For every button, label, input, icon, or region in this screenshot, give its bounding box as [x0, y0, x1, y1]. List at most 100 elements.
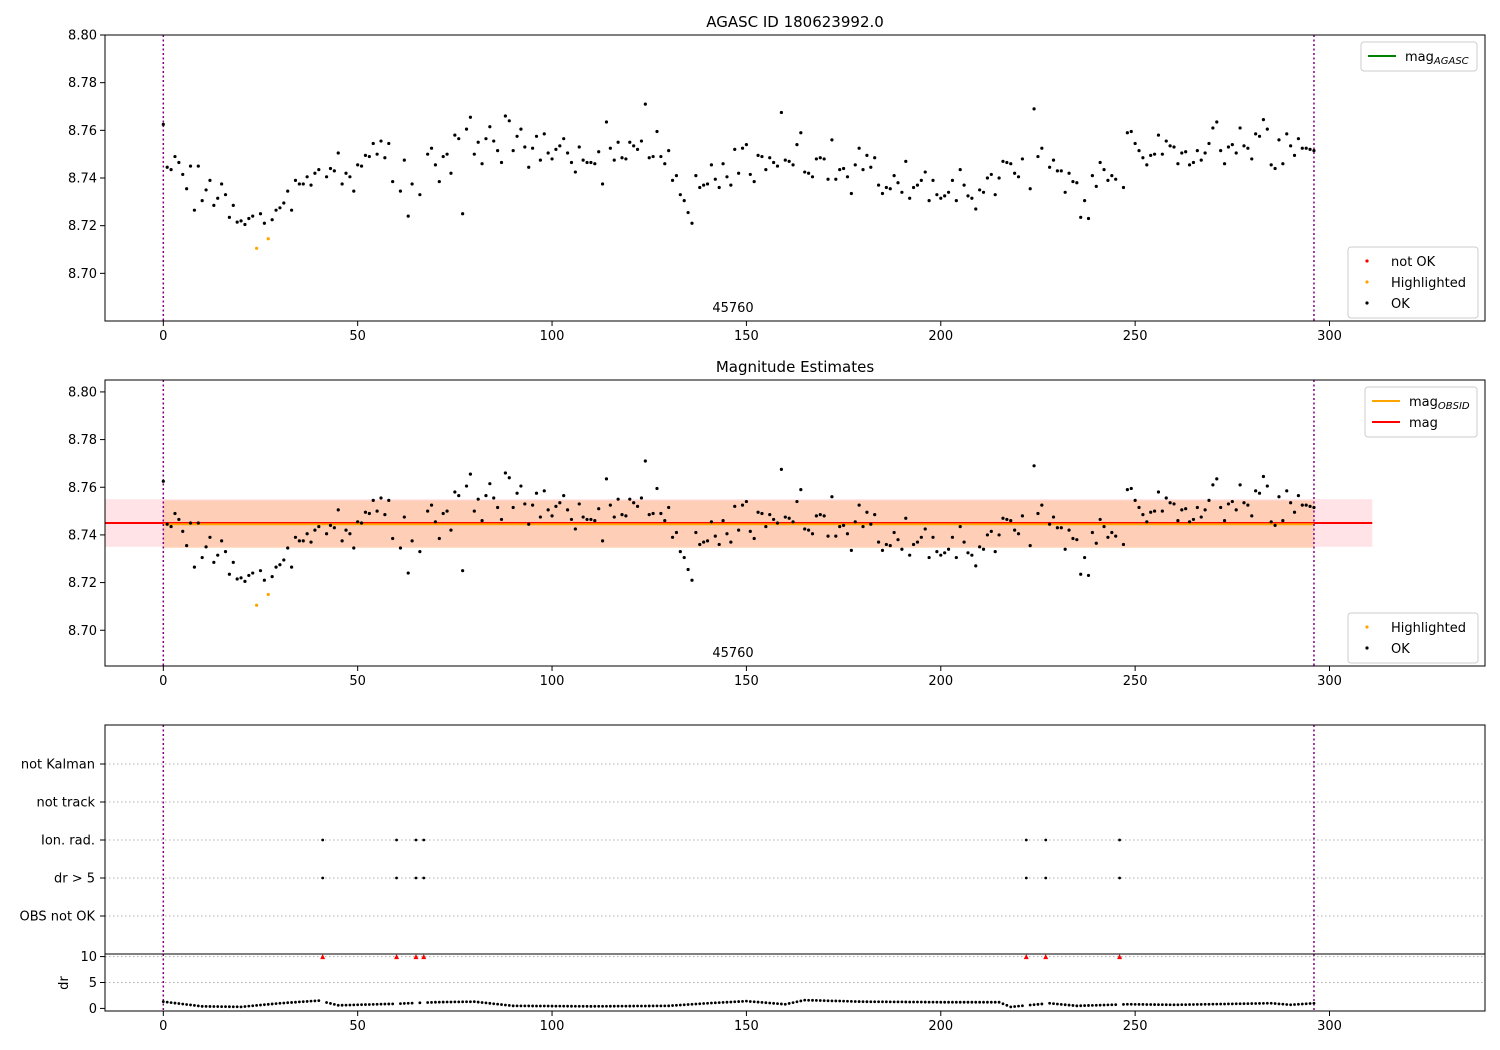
- panel-4-dr-point: [601, 1004, 604, 1008]
- panel-2-ok-point: [519, 484, 523, 488]
- panel-2-xtick-label: 150: [734, 674, 759, 689]
- panel-2-ok-point: [406, 571, 410, 575]
- panel-4-dr-point: [690, 1002, 694, 1006]
- panel-2-ok-point: [1009, 519, 1013, 523]
- panel-2-ok-point: [262, 578, 266, 582]
- panel-4-dr-point: [193, 1004, 196, 1007]
- panel-3-category-label: OBS not OK: [20, 910, 96, 925]
- panel-2-ok-point: [799, 488, 803, 492]
- panel-2-ok-point: [258, 569, 263, 573]
- panel-2-ok-point: [787, 516, 791, 520]
- panel-2-ok-point: [915, 540, 920, 544]
- panel-1-ok-point: [1036, 154, 1040, 159]
- panel-1-ok-point: [1020, 157, 1025, 161]
- panel-1-ok-point: [1254, 132, 1258, 136]
- panel-4-dr-point: [344, 1003, 348, 1007]
- panel-1-ok-point: [702, 183, 706, 187]
- panel-2-obsid-label: 45760: [712, 646, 753, 661]
- panel-1-ok-point: [1199, 158, 1203, 162]
- panel-1-ok-point: [305, 175, 309, 179]
- panel-4-dr-point: [986, 1000, 989, 1004]
- panel-2-ok-point: [604, 477, 609, 481]
- panel-4-dr-point: [212, 1005, 216, 1008]
- panel-1-ok-point: [1141, 156, 1145, 160]
- panel-4-dr-point: [546, 1004, 550, 1008]
- panel-4-dr-point: [1230, 1002, 1234, 1006]
- panel-4-dr-point: [340, 1003, 344, 1007]
- panel-4-dr-point: [958, 1000, 962, 1004]
- panel-1-ok-point: [511, 148, 515, 153]
- panel-3-flag-point: [414, 838, 418, 842]
- panel-1-ok-point: [803, 170, 807, 174]
- panel-2-ok-point: [600, 539, 605, 543]
- panel-4-dr-point: [360, 1003, 363, 1007]
- panel-1-ok-point: [562, 137, 566, 141]
- panel-4-dr-point: [352, 1003, 356, 1007]
- panel-4-dr-point: [717, 1001, 721, 1005]
- panel-2-ok-point: [305, 532, 309, 536]
- panel-2-ok-point: [1121, 542, 1126, 547]
- panel-4-dr-point: [923, 1000, 927, 1004]
- panel-4-dr-point: [570, 1004, 573, 1008]
- panel-2-ok-point: [212, 560, 216, 564]
- panel-1-ok-point: [935, 193, 939, 197]
- panel-2-ok-point: [1304, 503, 1308, 507]
- panel-1-ok-point: [1172, 145, 1176, 149]
- panel-2-ok-point: [702, 540, 706, 544]
- panel-4-dr-point: [317, 999, 321, 1003]
- panel-1-ok-point: [783, 158, 787, 162]
- panel-2-ok-point: [869, 522, 873, 526]
- panel-2-ok-point: [177, 517, 181, 522]
- panel-1-ytick-label: 8.74: [68, 172, 97, 187]
- panel-1-ok-point: [1160, 152, 1164, 156]
- panel-1-ok-point: [1195, 148, 1199, 153]
- panel-3-category-label: dr > 5: [54, 872, 95, 887]
- panel-2-ok-point: [231, 560, 235, 564]
- panel-4-dr-point: [1063, 1003, 1067, 1007]
- panel-2-ok-point: [896, 538, 900, 542]
- panel-4-dr-point: [1297, 1002, 1300, 1006]
- panel-2-ok-point: [713, 534, 717, 538]
- panel-2-ok-point: [472, 509, 476, 513]
- panel-4-dr-point: [737, 1000, 741, 1003]
- panel-2-ok-point: [810, 532, 815, 536]
- panel-2-ok-point: [173, 511, 177, 516]
- panel-4-dr-point: [426, 1001, 430, 1004]
- panel-2-ok-point: [740, 503, 745, 507]
- panel-1-ok-point: [604, 120, 609, 124]
- panel-1-ok-point: [1296, 137, 1301, 141]
- panel-4-dr-point: [329, 1002, 332, 1005]
- panel-1-legend-box: [1347, 246, 1479, 319]
- panel-1-ok-point: [670, 178, 675, 182]
- panel-2-ok-point: [1094, 541, 1098, 545]
- panel-1-legend-label: OK: [1391, 297, 1410, 312]
- panel-1-ok-point: [1312, 148, 1316, 153]
- panel-1-ok-point: [900, 190, 904, 194]
- panel-2-ok-point: [608, 503, 612, 507]
- panel-2-ok-point: [1289, 501, 1293, 505]
- panel-4-dr-point: [492, 1002, 496, 1006]
- panel-4-dr-point: [1180, 1003, 1184, 1007]
- panel-4-dr-point: [787, 1002, 791, 1005]
- panel-1-ok-point: [857, 146, 861, 150]
- panel-1-ok-point: [628, 140, 632, 144]
- panel-4-dr-point: [857, 1000, 861, 1003]
- panel-1-ok-point: [950, 178, 955, 182]
- panel-4-dr-point: [305, 1000, 309, 1003]
- panel-2-ok-point: [1086, 573, 1091, 578]
- panel-2-ok-point: [371, 498, 375, 502]
- panel-2-ok-point: [531, 503, 535, 507]
- panel-1-ok-point: [216, 196, 220, 200]
- panel-1-ok-point: [441, 154, 445, 159]
- panel-1-ok-point: [981, 190, 986, 194]
- panel-4-dr-point: [1079, 1004, 1083, 1008]
- panel-1-ok-point: [667, 148, 671, 153]
- panel-2-ok-point: [717, 542, 721, 547]
- panel-1-ok-point: [612, 158, 616, 162]
- panel-4-dr-point: [640, 1004, 643, 1008]
- panel-1-ok-point: [799, 131, 803, 135]
- panel-4-dr-point: [678, 1003, 682, 1007]
- panel-4-dr-point: [356, 1003, 360, 1007]
- panel-1-ok-point: [581, 158, 585, 162]
- panel-2-ok-point: [398, 546, 403, 550]
